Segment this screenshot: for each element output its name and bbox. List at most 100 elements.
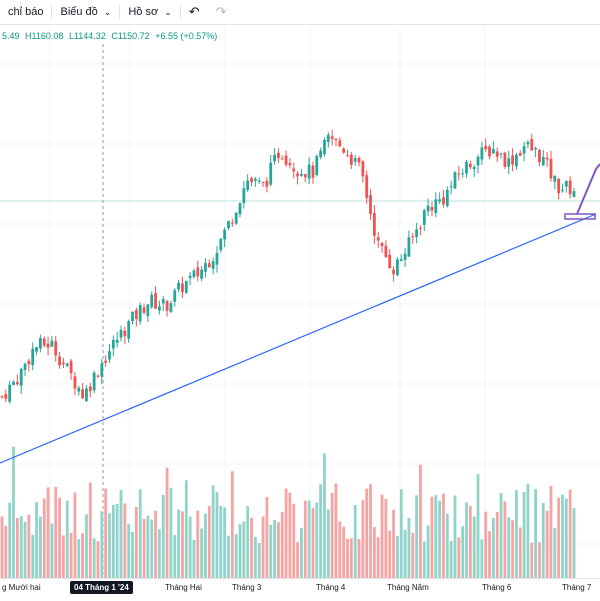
volume-bar xyxy=(434,495,438,578)
volume-bar xyxy=(234,534,238,578)
volume-bar xyxy=(119,490,123,578)
volume-bar xyxy=(549,485,553,578)
volume-bar xyxy=(111,504,115,578)
volume-bar xyxy=(38,516,42,578)
candle-body xyxy=(376,237,380,241)
volume-bar xyxy=(50,523,54,578)
chevron-down-icon: ⌄ xyxy=(103,6,112,17)
volume-bar xyxy=(538,542,541,578)
candle-body xyxy=(50,340,54,347)
volume-bar xyxy=(438,500,442,578)
volume-bar xyxy=(419,464,422,578)
candle-body xyxy=(561,189,564,191)
volume-bar xyxy=(150,519,154,578)
volume-bar xyxy=(557,497,561,578)
candle-body xyxy=(484,145,488,150)
candle-body xyxy=(468,163,472,168)
volume-bar xyxy=(284,488,288,578)
candle-body xyxy=(157,306,161,311)
volume-bar xyxy=(123,503,127,578)
candle-body xyxy=(545,157,549,160)
candle-body xyxy=(115,339,119,343)
candle-body xyxy=(380,243,384,246)
candle-body xyxy=(54,341,58,356)
candle-body xyxy=(273,154,276,162)
volume-bar xyxy=(277,522,280,578)
volume-bar xyxy=(407,517,411,578)
candle-body xyxy=(284,155,288,165)
volume-bar xyxy=(292,503,296,578)
candle-body xyxy=(181,283,184,292)
top-toolbar: chỉ báo Biểu đồ ⌄ Hồ sơ ⌄ ↶ ↷ xyxy=(0,0,600,25)
price-chart[interactable] xyxy=(0,24,600,578)
volume-bar xyxy=(338,521,342,578)
volume-bar xyxy=(457,537,461,578)
redo-icon[interactable]: ↷ xyxy=(215,4,227,19)
volume-bar xyxy=(242,521,246,578)
candle-body xyxy=(4,394,8,399)
volume-bar xyxy=(323,453,326,578)
volume-bar xyxy=(200,528,204,578)
candle-body xyxy=(315,156,319,176)
volume-bar xyxy=(211,485,215,578)
candle-body xyxy=(342,148,346,153)
volume-bar xyxy=(564,498,568,578)
candle-body xyxy=(396,259,399,276)
candle-body xyxy=(538,149,541,163)
candle-body xyxy=(430,206,434,211)
candle-body xyxy=(349,154,353,165)
profile-menu-button[interactable]: Hồ sơ ⌄ xyxy=(120,0,179,24)
candle-body xyxy=(346,155,349,157)
volume-bar xyxy=(181,511,184,578)
volume-bar xyxy=(480,539,484,578)
candle-body xyxy=(62,362,65,365)
candle-body xyxy=(238,203,242,215)
chevron-down-icon: ⌄ xyxy=(164,6,172,17)
candle-body xyxy=(177,282,180,290)
indicators-button[interactable]: chỉ báo xyxy=(0,0,51,24)
volume-bar xyxy=(465,502,468,578)
candle-body xyxy=(269,162,273,185)
volume-bar xyxy=(219,506,223,578)
time-label: Tháng 4 xyxy=(316,583,346,592)
volume-bar xyxy=(204,513,207,578)
time-axis[interactable]: g Mười hai 04 Tháng 1 '24 Tháng Hai Thán… xyxy=(0,578,600,601)
chart-menu-button[interactable]: Biểu đồ ⌄ xyxy=(52,0,119,24)
volume-bar xyxy=(388,530,392,578)
candle-body xyxy=(81,389,85,399)
volume-bar xyxy=(396,535,399,578)
candle-body xyxy=(369,195,372,214)
volume-bar xyxy=(134,507,138,578)
candle-body xyxy=(334,138,338,140)
volume-bar xyxy=(154,510,157,578)
candle-body xyxy=(307,164,311,179)
time-label: Tháng 3 xyxy=(232,583,262,592)
volume-bar xyxy=(449,540,453,578)
volume-bar xyxy=(238,524,242,578)
candle-body xyxy=(549,158,553,179)
undo-icon[interactable]: ↶ xyxy=(188,4,200,19)
candle-body xyxy=(434,199,438,214)
volume-bar xyxy=(8,502,12,578)
candle-body xyxy=(146,304,150,317)
time-label: g Mười hai xyxy=(2,583,41,592)
candle-body xyxy=(19,368,23,386)
volume-bar xyxy=(223,507,227,578)
ohlc-legend: 5.49 H1160.08 L1144.32 C1150.72 +6.55 (+… xyxy=(2,31,220,41)
candle-body xyxy=(188,275,192,279)
candle-body xyxy=(253,178,257,181)
candle-body xyxy=(184,281,188,293)
candle-body xyxy=(353,158,357,162)
volume-bar xyxy=(572,508,576,578)
volume-bar xyxy=(376,537,380,578)
volume-bar xyxy=(196,510,200,578)
candle-body xyxy=(77,387,81,392)
candle-body xyxy=(100,363,104,377)
volume-bar xyxy=(138,489,142,578)
volume-bar xyxy=(296,542,299,578)
candle-body xyxy=(31,348,35,365)
candle-body xyxy=(119,329,123,338)
volume-bar xyxy=(484,511,488,578)
candle-body xyxy=(326,134,330,142)
candle-body xyxy=(35,347,38,352)
